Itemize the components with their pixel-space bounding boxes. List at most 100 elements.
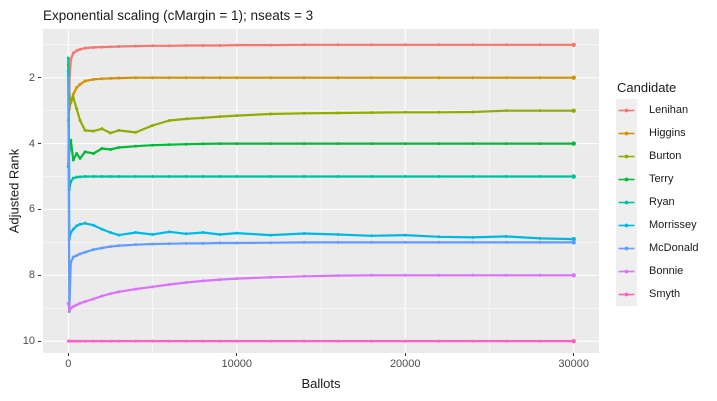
y-tick-mark [38, 77, 41, 79]
legend-key-glyph-icon [618, 223, 635, 228]
series-point [92, 223, 96, 227]
series-point [218, 76, 222, 80]
series-point [92, 45, 96, 49]
series-point [92, 248, 96, 252]
series-point [184, 241, 188, 245]
series-point [71, 51, 75, 55]
legend-key [616, 145, 637, 168]
series-point [184, 117, 188, 121]
x-tick-mark [404, 353, 406, 356]
series-point [71, 158, 75, 162]
series-point [66, 69, 70, 73]
series-point [538, 240, 542, 244]
series-point [538, 142, 542, 146]
y-tick-mark [38, 274, 41, 276]
series-point [538, 109, 542, 113]
series-point [302, 111, 306, 115]
series-point [167, 143, 171, 147]
series-point [218, 175, 222, 179]
legend-key-glyph-icon [618, 292, 635, 297]
series-point [201, 339, 205, 343]
series-point [370, 175, 374, 179]
series-point [151, 242, 155, 246]
series-point [403, 339, 407, 343]
series-point [167, 230, 171, 234]
series-point [75, 224, 79, 228]
series-point [201, 230, 205, 234]
series-point [201, 116, 205, 120]
series-point [504, 109, 508, 113]
series-point [69, 138, 73, 142]
series-point [504, 273, 508, 277]
series-point [336, 142, 340, 146]
series-endpoint-higgins [571, 75, 576, 80]
series-point [108, 292, 112, 296]
series-point [71, 92, 75, 96]
series-point [100, 246, 104, 250]
legend-label: Morrissey [649, 219, 697, 231]
series-point [100, 147, 104, 151]
series-point [134, 144, 138, 148]
series-point [302, 274, 306, 278]
series-point [538, 76, 542, 80]
series-point [134, 44, 138, 48]
legend-key [616, 168, 637, 191]
series-point [184, 232, 188, 236]
series-point [66, 56, 70, 60]
series-point [108, 245, 112, 249]
series-point [117, 128, 121, 132]
series-point [78, 156, 82, 160]
legend-label: McDonald [649, 242, 699, 254]
series-point [336, 240, 340, 244]
series-point [151, 76, 155, 80]
series-endpoint-bonnie [571, 273, 576, 278]
series-point [370, 142, 374, 146]
x-tick-label: 30000 [558, 358, 590, 370]
series-point [235, 76, 239, 80]
series-point [201, 142, 205, 146]
series-point [117, 175, 121, 179]
series-point [83, 250, 87, 254]
series-point [437, 240, 441, 244]
y-tick-label: 8 [28, 269, 35, 282]
series-point [151, 175, 155, 179]
legend-key [616, 122, 637, 145]
series-point [75, 339, 79, 343]
series-point [437, 110, 441, 114]
series-point [78, 222, 82, 226]
series-point [437, 273, 441, 277]
series-point [218, 232, 222, 236]
series-point [117, 339, 121, 343]
series-point [92, 129, 96, 133]
series-point [151, 285, 155, 289]
series-point [370, 234, 374, 238]
series-point [78, 119, 82, 123]
legend-label: Lenihan [649, 104, 689, 116]
series-point [403, 175, 407, 179]
y-tick-label: 10 [22, 335, 35, 348]
series-point [117, 290, 121, 294]
series-point [71, 176, 75, 180]
series-point [370, 111, 374, 115]
series-point [268, 339, 272, 343]
series-point [75, 86, 79, 90]
series-point [336, 111, 340, 115]
legend-title: Candidate [617, 80, 677, 95]
series-point [437, 235, 441, 239]
series-point [167, 119, 171, 123]
series-point [504, 142, 508, 146]
series-line-higgins [67, 76, 575, 122]
series-point [336, 76, 340, 80]
series-point [268, 275, 272, 279]
series-point [268, 76, 272, 80]
series-point [151, 143, 155, 147]
series-point [504, 76, 508, 80]
series-point [437, 142, 441, 146]
series-point [83, 221, 87, 225]
series-point [83, 46, 87, 50]
series-point [235, 142, 239, 146]
series-point [538, 273, 542, 277]
x-tick-mark [236, 353, 238, 356]
x-tick-label: 0 [65, 358, 72, 370]
